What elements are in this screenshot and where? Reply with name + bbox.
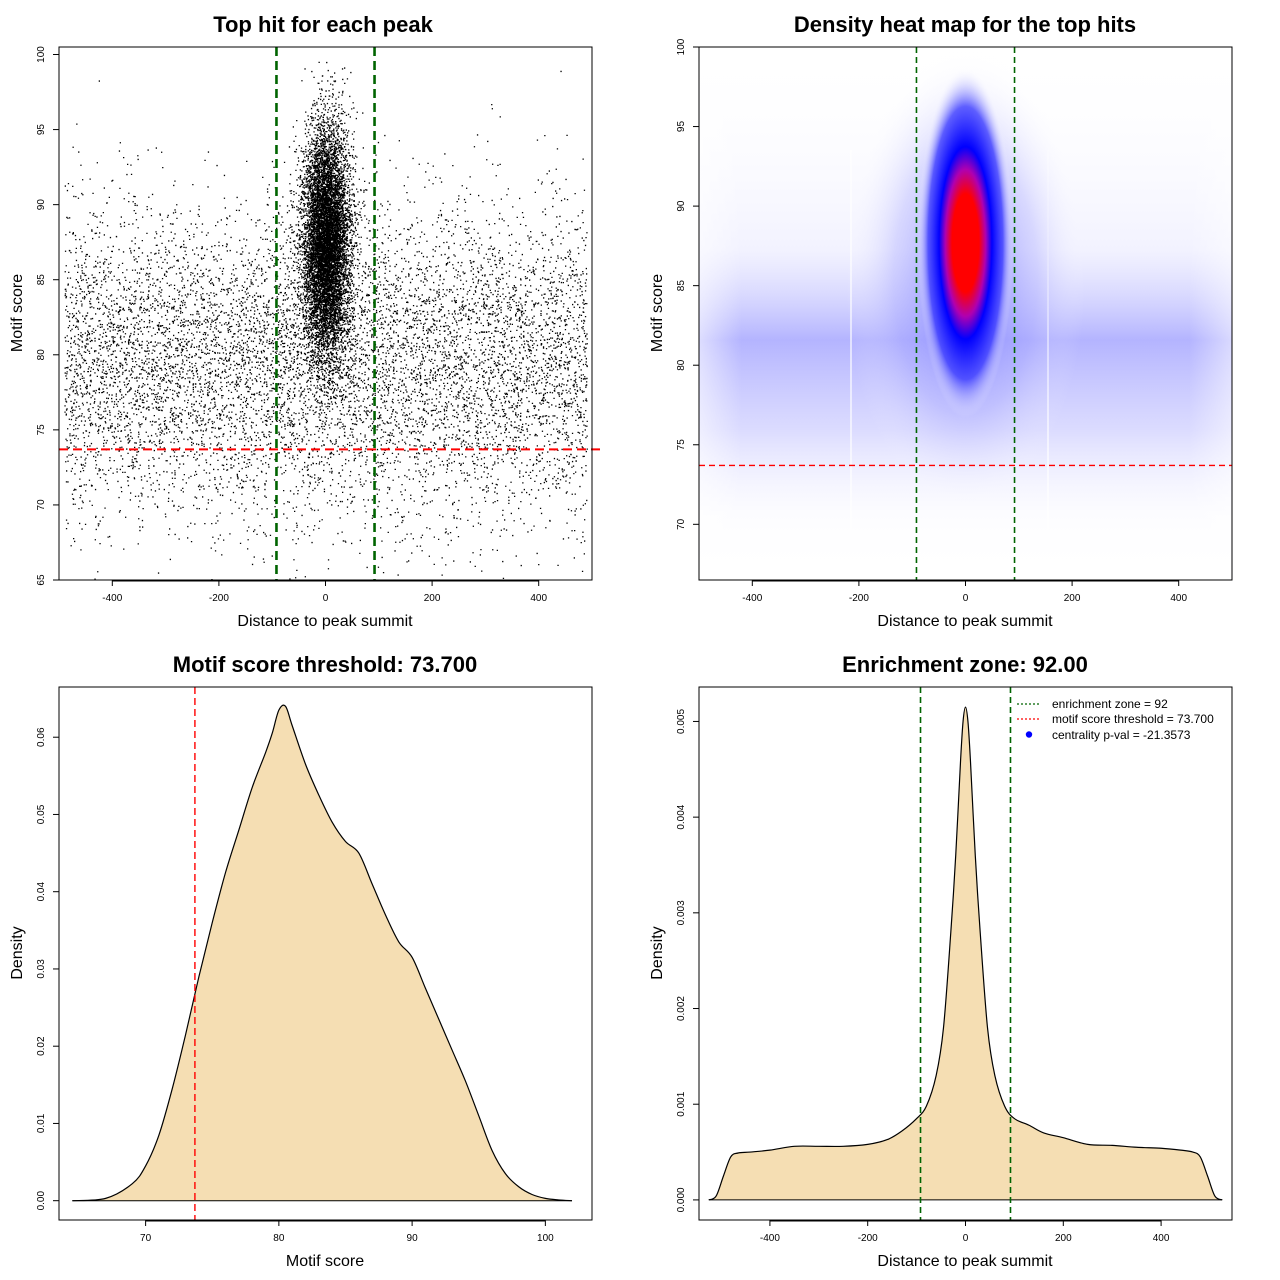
score-density-x-tick-label: 100	[537, 1233, 554, 1244]
heatmap-y-tick-label: 100	[676, 38, 687, 55]
heatmap-y-tick-label: 75	[676, 439, 687, 451]
distance-density-y-tick-label: 0.000	[676, 1187, 687, 1212]
score-density-y-tick-label: 0.01	[36, 1113, 47, 1133]
scatter-y-tick-label: 85	[36, 274, 47, 286]
score-density-axes: 70 80 90 100 0.00 0.01 0.02 0.03 0.04 0.05 0.06	[36, 727, 554, 1244]
distance-density-y-tick-label: 0.004	[676, 804, 687, 829]
distance-density-y-tick-label: 0.001	[676, 1091, 687, 1116]
distance-density-curve	[708, 706, 1223, 1201]
scatter-y-tick-label: 75	[36, 424, 47, 436]
heatmap-title: Density heat map for the top hits	[794, 12, 1136, 37]
heatmap-y-tick-label: 85	[676, 280, 687, 292]
scatter-x-label: Distance to peak summit	[237, 613, 413, 630]
scatter-x-tick-label: 0	[323, 593, 329, 604]
score-density-y-tick-label: 0.04	[36, 882, 47, 902]
distance-density-y-label: Density	[649, 926, 666, 979]
distance-density-x-tick-label: 0	[963, 1233, 969, 1244]
heatmap-x-tick-label: 400	[1170, 593, 1187, 604]
distance-density-y-tick-label: 0.003	[676, 900, 687, 925]
distance-density-y-tick-label: 0.002	[676, 996, 687, 1021]
heatmap-panel: Density heat map for the top hits -400 -2…	[649, 12, 1233, 630]
scatter-title: Top hit for each peak	[213, 12, 433, 37]
scatter-panel: Top hit for each peak -400 -200 0 200 400 65 7…	[9, 12, 600, 630]
scatter-x-tick-label: -200	[209, 593, 229, 604]
score-density-curve	[72, 704, 573, 1202]
heatmap-x-tick-label: 200	[1064, 593, 1081, 604]
distance-density-axes: -400 -200 0 200 400 0.000 0.001 0.002 0.003 0.004…	[676, 709, 1170, 1244]
score-density-y-tick-label: 0.00	[36, 1191, 47, 1211]
scatter-x-tick-label: 400	[530, 593, 547, 604]
distance-density-x-tick-label: -200	[858, 1233, 878, 1244]
heatmap-y-tick-label: 80	[676, 359, 687, 371]
scatter-x-tick-label: -400	[102, 593, 122, 604]
legend-centrality-swatch	[1025, 731, 1033, 738]
heatmap-density	[699, 47, 1232, 580]
scatter-y-tick-label: 80	[36, 349, 47, 361]
distance-density-title: Enrichment zone: 92.00	[842, 652, 1088, 677]
score-density-y-label: Density	[9, 926, 26, 979]
heatmap-x-tick-label: -400	[742, 593, 762, 604]
score-density-x-tick-label: 70	[140, 1233, 152, 1244]
scatter-y-label: Motif score	[9, 274, 26, 352]
heatmap-peak	[845, 47, 1086, 508]
legend-motif-score-threshold: motif score threshold = 73.700	[1052, 712, 1214, 726]
scatter-y-tick-label: 90	[36, 199, 47, 211]
heatmap-y-label: Motif score	[649, 274, 666, 352]
score-density-panel: Motif score threshold: 73.700 70 80 90 100 0…	[9, 652, 593, 1270]
heatmap-x-label: Distance to peak summit	[877, 613, 1053, 630]
score-density-y-tick-label: 0.03	[36, 959, 47, 979]
heatmap-y-tick-label: 70	[676, 518, 687, 530]
heatmap-y-tick-label: 90	[676, 200, 687, 212]
heatmap-x-tick-label: -200	[849, 593, 869, 604]
score-density-y-tick-label: 0.02	[36, 1036, 47, 1056]
heatmap-axes: -400 -200 0 200 400 70 75 80 85 90 95 100	[676, 38, 1187, 604]
heatmap-y-tick-label: 95	[676, 121, 687, 133]
distance-density-x-label: Distance to peak summit	[877, 1253, 1053, 1270]
scatter-y-tick-label: 65	[36, 574, 47, 586]
score-density-y-tick-label: 0.05	[36, 804, 47, 824]
scatter-axes: -400 -200 0 200 400 65 70 75 80 85 90 95 100	[36, 46, 547, 604]
distance-density-x-tick-label: -400	[760, 1233, 780, 1244]
heatmap-x-tick-label: 0	[963, 593, 969, 604]
distance-density-area	[708, 707, 1223, 1200]
enrichment-zone-lines	[919, 687, 1012, 1220]
scatter-points	[64, 61, 588, 580]
score-density-x-tick-label: 90	[407, 1233, 419, 1244]
scatter-x-tick-label: 200	[424, 593, 441, 604]
legend-enrichment-zone: enrichment zone = 92	[1052, 697, 1168, 711]
scatter-point-cloud	[64, 61, 588, 580]
legend-centrality-pval: centrality p-val = -21.3573	[1052, 728, 1191, 742]
heatmap-reference-lines	[699, 47, 1232, 580]
scatter-y-tick-label: 70	[36, 499, 47, 511]
distance-density-y-tick-label: 0.005	[676, 709, 687, 734]
scatter-reference-lines	[59, 47, 600, 580]
score-density-title: Motif score threshold: 73.700	[173, 652, 477, 677]
scatter-y-tick-label: 100	[36, 46, 47, 63]
scatter-y-tick-label: 95	[36, 124, 47, 136]
score-density-x-label: Motif score	[286, 1253, 364, 1270]
score-density-y-tick-label: 0.06	[36, 727, 47, 747]
score-density-x-tick-label: 80	[273, 1233, 285, 1244]
legend: enrichment zone = 92 motif score thresho…	[1017, 697, 1214, 742]
score-density-area	[72, 705, 573, 1201]
distance-density-panel: Enrichment zone: 92.00 -400 -200 0 200 400 0.…	[649, 652, 1233, 1270]
distance-density-x-tick-label: 200	[1055, 1233, 1072, 1244]
score-density-frame	[58, 686, 593, 1221]
heatmap-peak-core	[917, 67, 1014, 418]
distance-density-x-tick-label: 400	[1153, 1233, 1170, 1244]
